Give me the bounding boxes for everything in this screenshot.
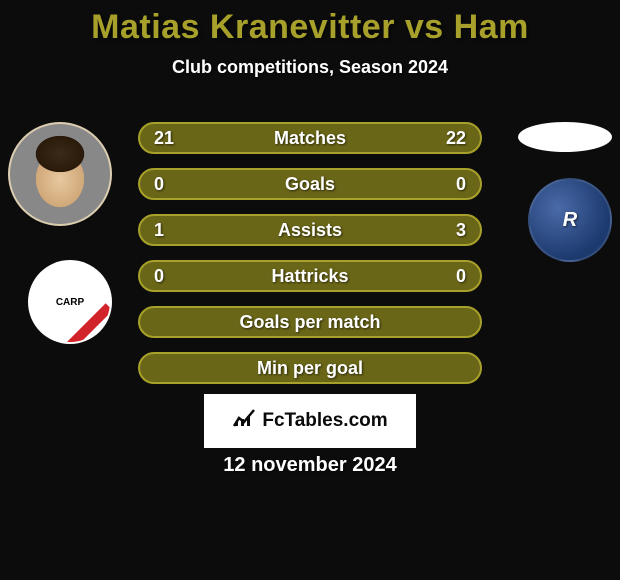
river-plate-icon: CARP	[56, 297, 84, 308]
player-right-avatar	[518, 122, 612, 152]
stat-row: 1 Assists 3	[138, 214, 482, 246]
stat-row: 0 Hattricks 0	[138, 260, 482, 292]
stat-right-value: 0	[426, 266, 466, 287]
stat-row: 21 Matches 22	[138, 122, 482, 154]
stat-left-value: 0	[154, 174, 194, 195]
logo-text: FcTables.com	[262, 410, 387, 432]
stat-row: Min per goal	[138, 352, 482, 384]
stat-label: Hattricks	[194, 266, 426, 287]
stat-label: Assists	[194, 220, 426, 241]
comparison-card: Matias Kranevitter vs Ham Club competiti…	[0, 0, 620, 580]
stat-right-value: 0	[426, 174, 466, 195]
stat-row: Goals per match	[138, 306, 482, 338]
player-left-avatar	[8, 122, 112, 226]
team-left-logo: CARP	[28, 260, 112, 344]
fctables-logo: FcTables.com	[204, 394, 416, 448]
stat-right-value: 22	[426, 128, 466, 149]
face-placeholder-icon	[10, 124, 110, 224]
stat-label: Matches	[194, 128, 426, 149]
subtitle: Club competitions, Season 2024	[0, 57, 620, 78]
stat-row: 0 Goals 0	[138, 168, 482, 200]
chart-icon	[232, 408, 256, 434]
stat-label: Goals per match	[194, 312, 426, 333]
stat-left-value: 21	[154, 128, 194, 149]
stat-left-value: 0	[154, 266, 194, 287]
stats-bars: 21 Matches 22 0 Goals 0 1 Assists 3 0 Ha…	[138, 122, 482, 398]
page-title: Matias Kranevitter vs Ham	[0, 0, 620, 47]
stat-left-value: 1	[154, 220, 194, 241]
stat-right-value: 3	[426, 220, 466, 241]
stat-label: Goals	[194, 174, 426, 195]
date-line: 12 november 2024	[0, 454, 620, 477]
independiente-icon: R	[563, 209, 577, 232]
stat-label: Min per goal	[194, 358, 426, 379]
team-right-logo: R	[528, 178, 612, 262]
